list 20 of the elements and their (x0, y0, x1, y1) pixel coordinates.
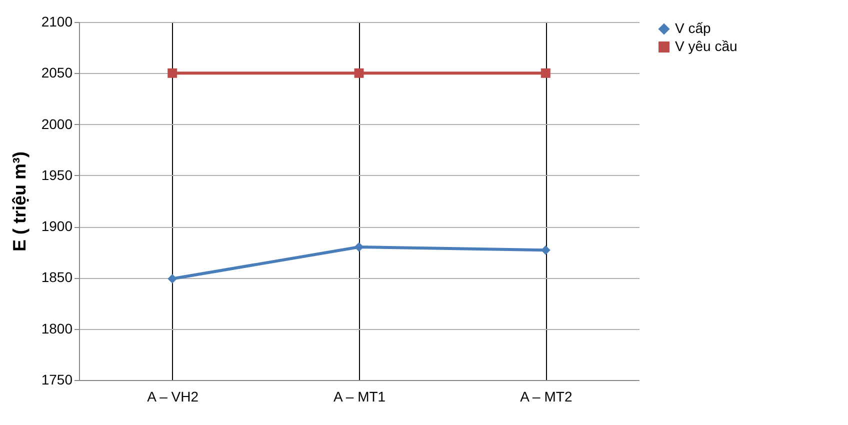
y-tick-label: 2100 (41, 14, 73, 30)
legend-label: V cấp (675, 20, 712, 36)
x-tick-label: A – VH2 (147, 388, 199, 404)
point (354, 68, 364, 78)
y-tick-label: 1850 (41, 269, 73, 286)
point (168, 68, 178, 78)
point (540, 68, 550, 78)
point (540, 245, 550, 255)
y-axis-title: E ( triệu m³) (9, 151, 30, 252)
legend-label: V yêu cầu (675, 38, 738, 54)
x-tick-label: A – MT2 (520, 388, 572, 404)
point (354, 242, 364, 252)
y-tick-label: 2050 (41, 64, 73, 81)
x-tick-label: A – MT1 (333, 388, 386, 404)
y-tick-label: 1950 (41, 166, 73, 183)
y-tick-label: 1750 (41, 372, 73, 388)
point (168, 274, 178, 284)
y-tick-label: 1900 (41, 218, 73, 234)
y-tick-label: 1800 (41, 320, 73, 336)
y-tick-label: 2000 (41, 116, 73, 132)
